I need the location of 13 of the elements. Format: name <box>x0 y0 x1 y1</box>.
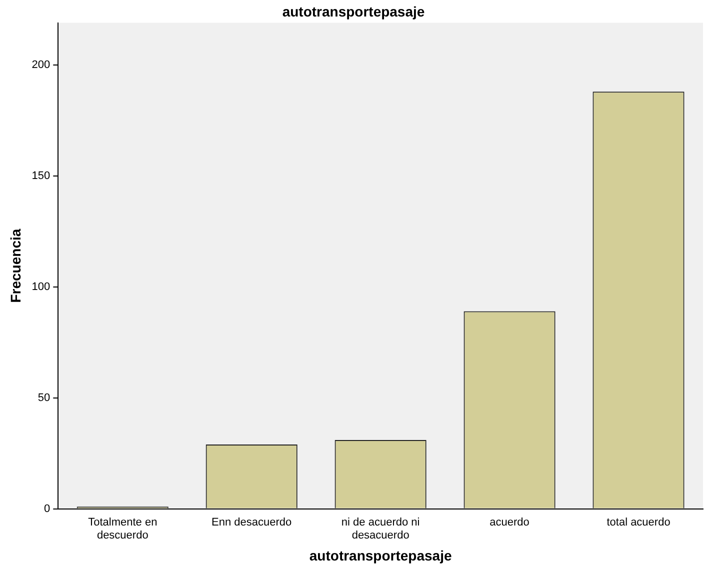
x-tick-label: acuerdo <box>490 516 530 528</box>
x-tick-label: Enn desacuerdo <box>212 516 292 528</box>
y-tick-label: 100 <box>32 280 50 293</box>
y-tick-label: 200 <box>32 58 50 71</box>
y-tick-label: 0 <box>44 502 50 515</box>
y-axis-title: Frecuencia <box>7 228 24 303</box>
x-tick-label: Totalmente en descuerdo <box>88 516 158 542</box>
chart-title: autotransportepasaje <box>282 3 425 20</box>
y-tick-label: 50 <box>38 392 50 404</box>
x-axis-title: autotransportepasaje <box>309 547 452 564</box>
x-tick-label: total acuerdo <box>606 516 670 528</box>
y-tick-label: 150 <box>32 170 50 182</box>
x-tick-label: ni de acuerdo ni desacuerdo <box>341 516 420 542</box>
